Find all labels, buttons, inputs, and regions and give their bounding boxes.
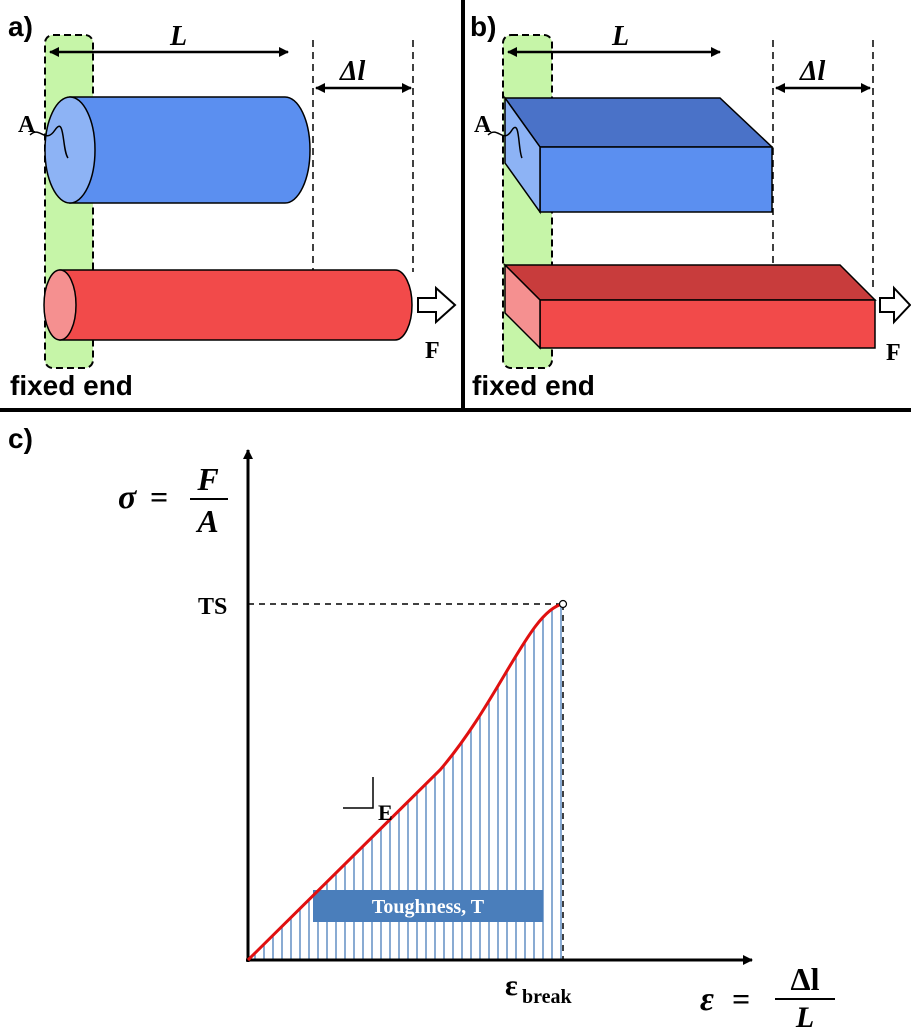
length-label: L bbox=[169, 21, 187, 52]
x-equals: = bbox=[732, 981, 750, 1017]
length-label: L bbox=[611, 21, 629, 52]
break-symbol: ε bbox=[505, 969, 518, 1002]
y-numerator: F bbox=[196, 461, 218, 497]
y-equals: = bbox=[150, 479, 168, 515]
cylinder bbox=[70, 97, 310, 203]
box-front bbox=[540, 300, 875, 348]
fixed-label: fixed end bbox=[472, 370, 595, 401]
box-top bbox=[505, 265, 875, 300]
x-denominator: L bbox=[795, 1001, 814, 1030]
elongation-label: Δl bbox=[339, 56, 366, 87]
y-denominator: A bbox=[195, 503, 218, 539]
box-front bbox=[540, 147, 772, 212]
box-top bbox=[505, 98, 772, 147]
break-subscript: break bbox=[522, 986, 573, 1008]
x-symbol: ε bbox=[700, 981, 714, 1018]
panel-label: c) bbox=[8, 423, 33, 454]
panel-c: c) Toughness, T E TS σ = F A ε break ε =… bbox=[8, 423, 835, 1030]
cylinder-end bbox=[45, 97, 95, 203]
force-arrow bbox=[418, 288, 455, 322]
area-label: A bbox=[18, 112, 36, 138]
panel-a: a) L Δl A F fixed end bbox=[8, 11, 455, 401]
force-arrow bbox=[880, 288, 910, 322]
break-point bbox=[560, 601, 567, 608]
force-label: F bbox=[886, 340, 901, 366]
panel-b: b) L Δl A F fixed end bbox=[470, 11, 910, 401]
figure: a) L Δl A F fixed end b) L Δl A bbox=[0, 0, 911, 1030]
x-numerator: Δl bbox=[791, 961, 820, 997]
toughness-label: Toughness, T bbox=[372, 896, 485, 918]
fixed-label: fixed end bbox=[10, 370, 133, 401]
modulus-label: E bbox=[378, 800, 393, 825]
panel-label: b) bbox=[470, 11, 496, 42]
cylinder-end bbox=[44, 270, 76, 340]
y-symbol: σ bbox=[118, 479, 138, 516]
cylinder bbox=[60, 270, 412, 340]
panel-label: a) bbox=[8, 11, 33, 42]
slope-triangle bbox=[343, 777, 373, 808]
force-label: F bbox=[425, 338, 440, 364]
elongation-label: Δl bbox=[799, 56, 826, 87]
ts-label: TS bbox=[198, 594, 227, 620]
